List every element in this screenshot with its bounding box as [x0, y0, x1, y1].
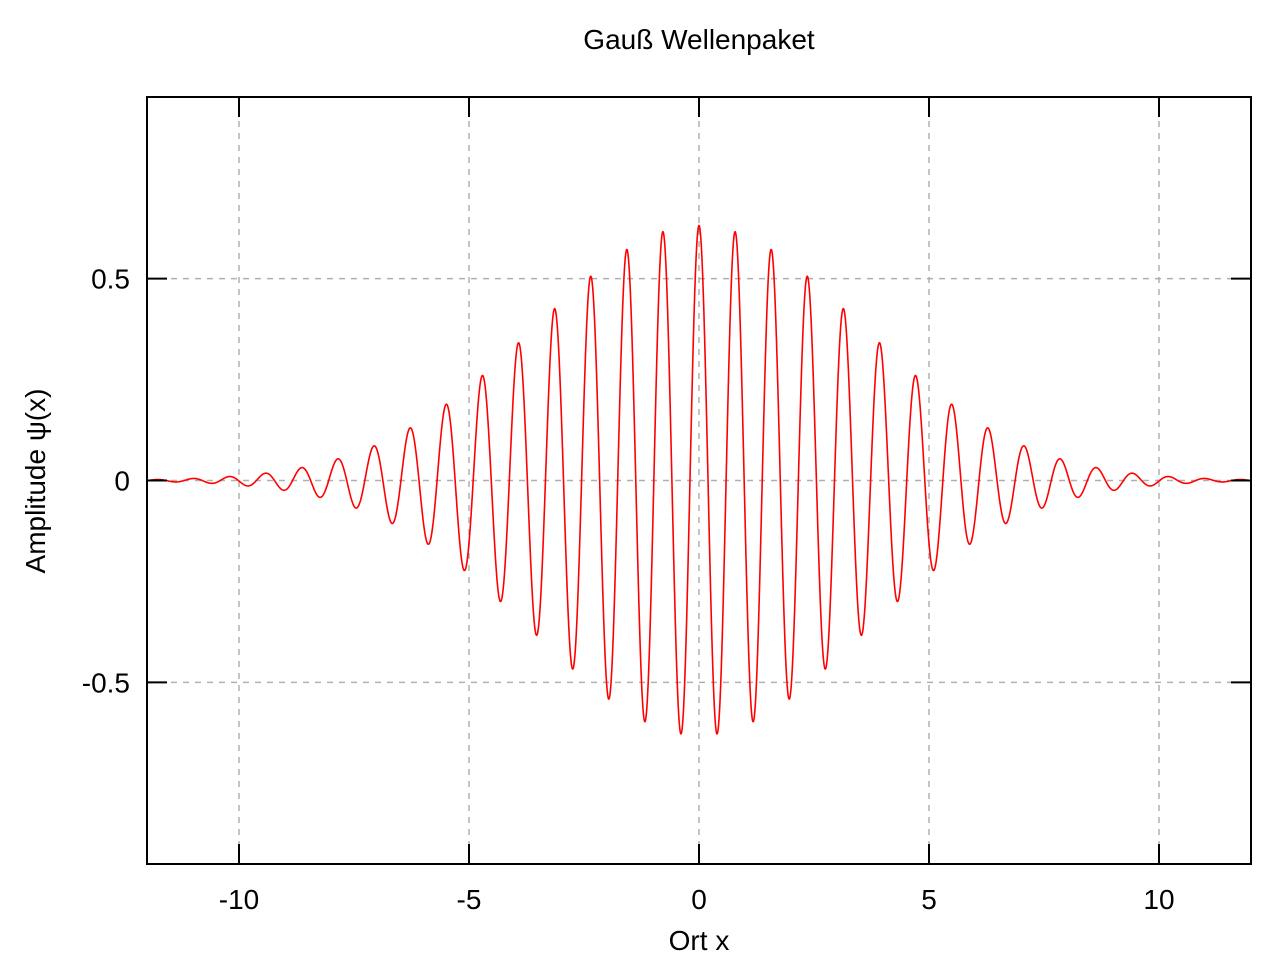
y-tick-label: -0.5 [82, 667, 130, 698]
x-tick-label: -10 [219, 884, 259, 915]
x-tick-label: -5 [457, 884, 482, 915]
x-axis-label: Ort x [669, 925, 730, 956]
grid-lines [147, 97, 1251, 864]
x-tick-label: 0 [691, 884, 707, 915]
x-tick-label: 10 [1143, 884, 1174, 915]
plot-frame [146, 96, 1252, 865]
y-tick-label: 0.5 [91, 264, 130, 295]
y-axis-label: Amplitude ψ(x) [20, 389, 51, 574]
chart-title: Gauß Wellenpaket [583, 24, 815, 55]
y-tick-labels: -0.5 0 0.5 [82, 264, 130, 699]
y-tick-label: 0 [114, 466, 130, 497]
tick-marks [147, 97, 1251, 864]
x-tick-labels: -10 -5 0 5 10 [219, 884, 1175, 915]
series-line-wave-packet [146, 224, 1252, 735]
plot-area [146, 224, 1252, 735]
x-tick-label: 5 [921, 884, 937, 915]
